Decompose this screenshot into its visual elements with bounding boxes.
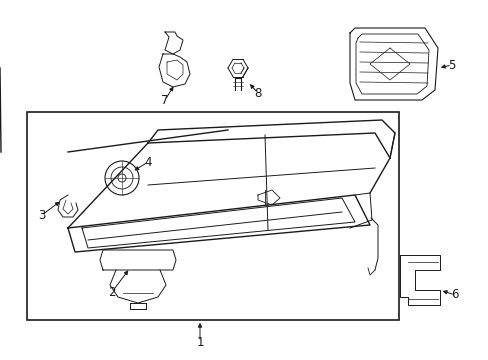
Text: 6: 6 (450, 288, 458, 302)
Text: 1: 1 (196, 336, 203, 348)
Text: 8: 8 (254, 86, 261, 99)
Bar (27, 112, 398, 320)
Text: 3: 3 (38, 208, 45, 221)
Text: 5: 5 (447, 59, 455, 72)
Text: 4: 4 (144, 156, 151, 168)
Text: 7: 7 (161, 94, 168, 107)
Text: 2: 2 (108, 285, 116, 298)
